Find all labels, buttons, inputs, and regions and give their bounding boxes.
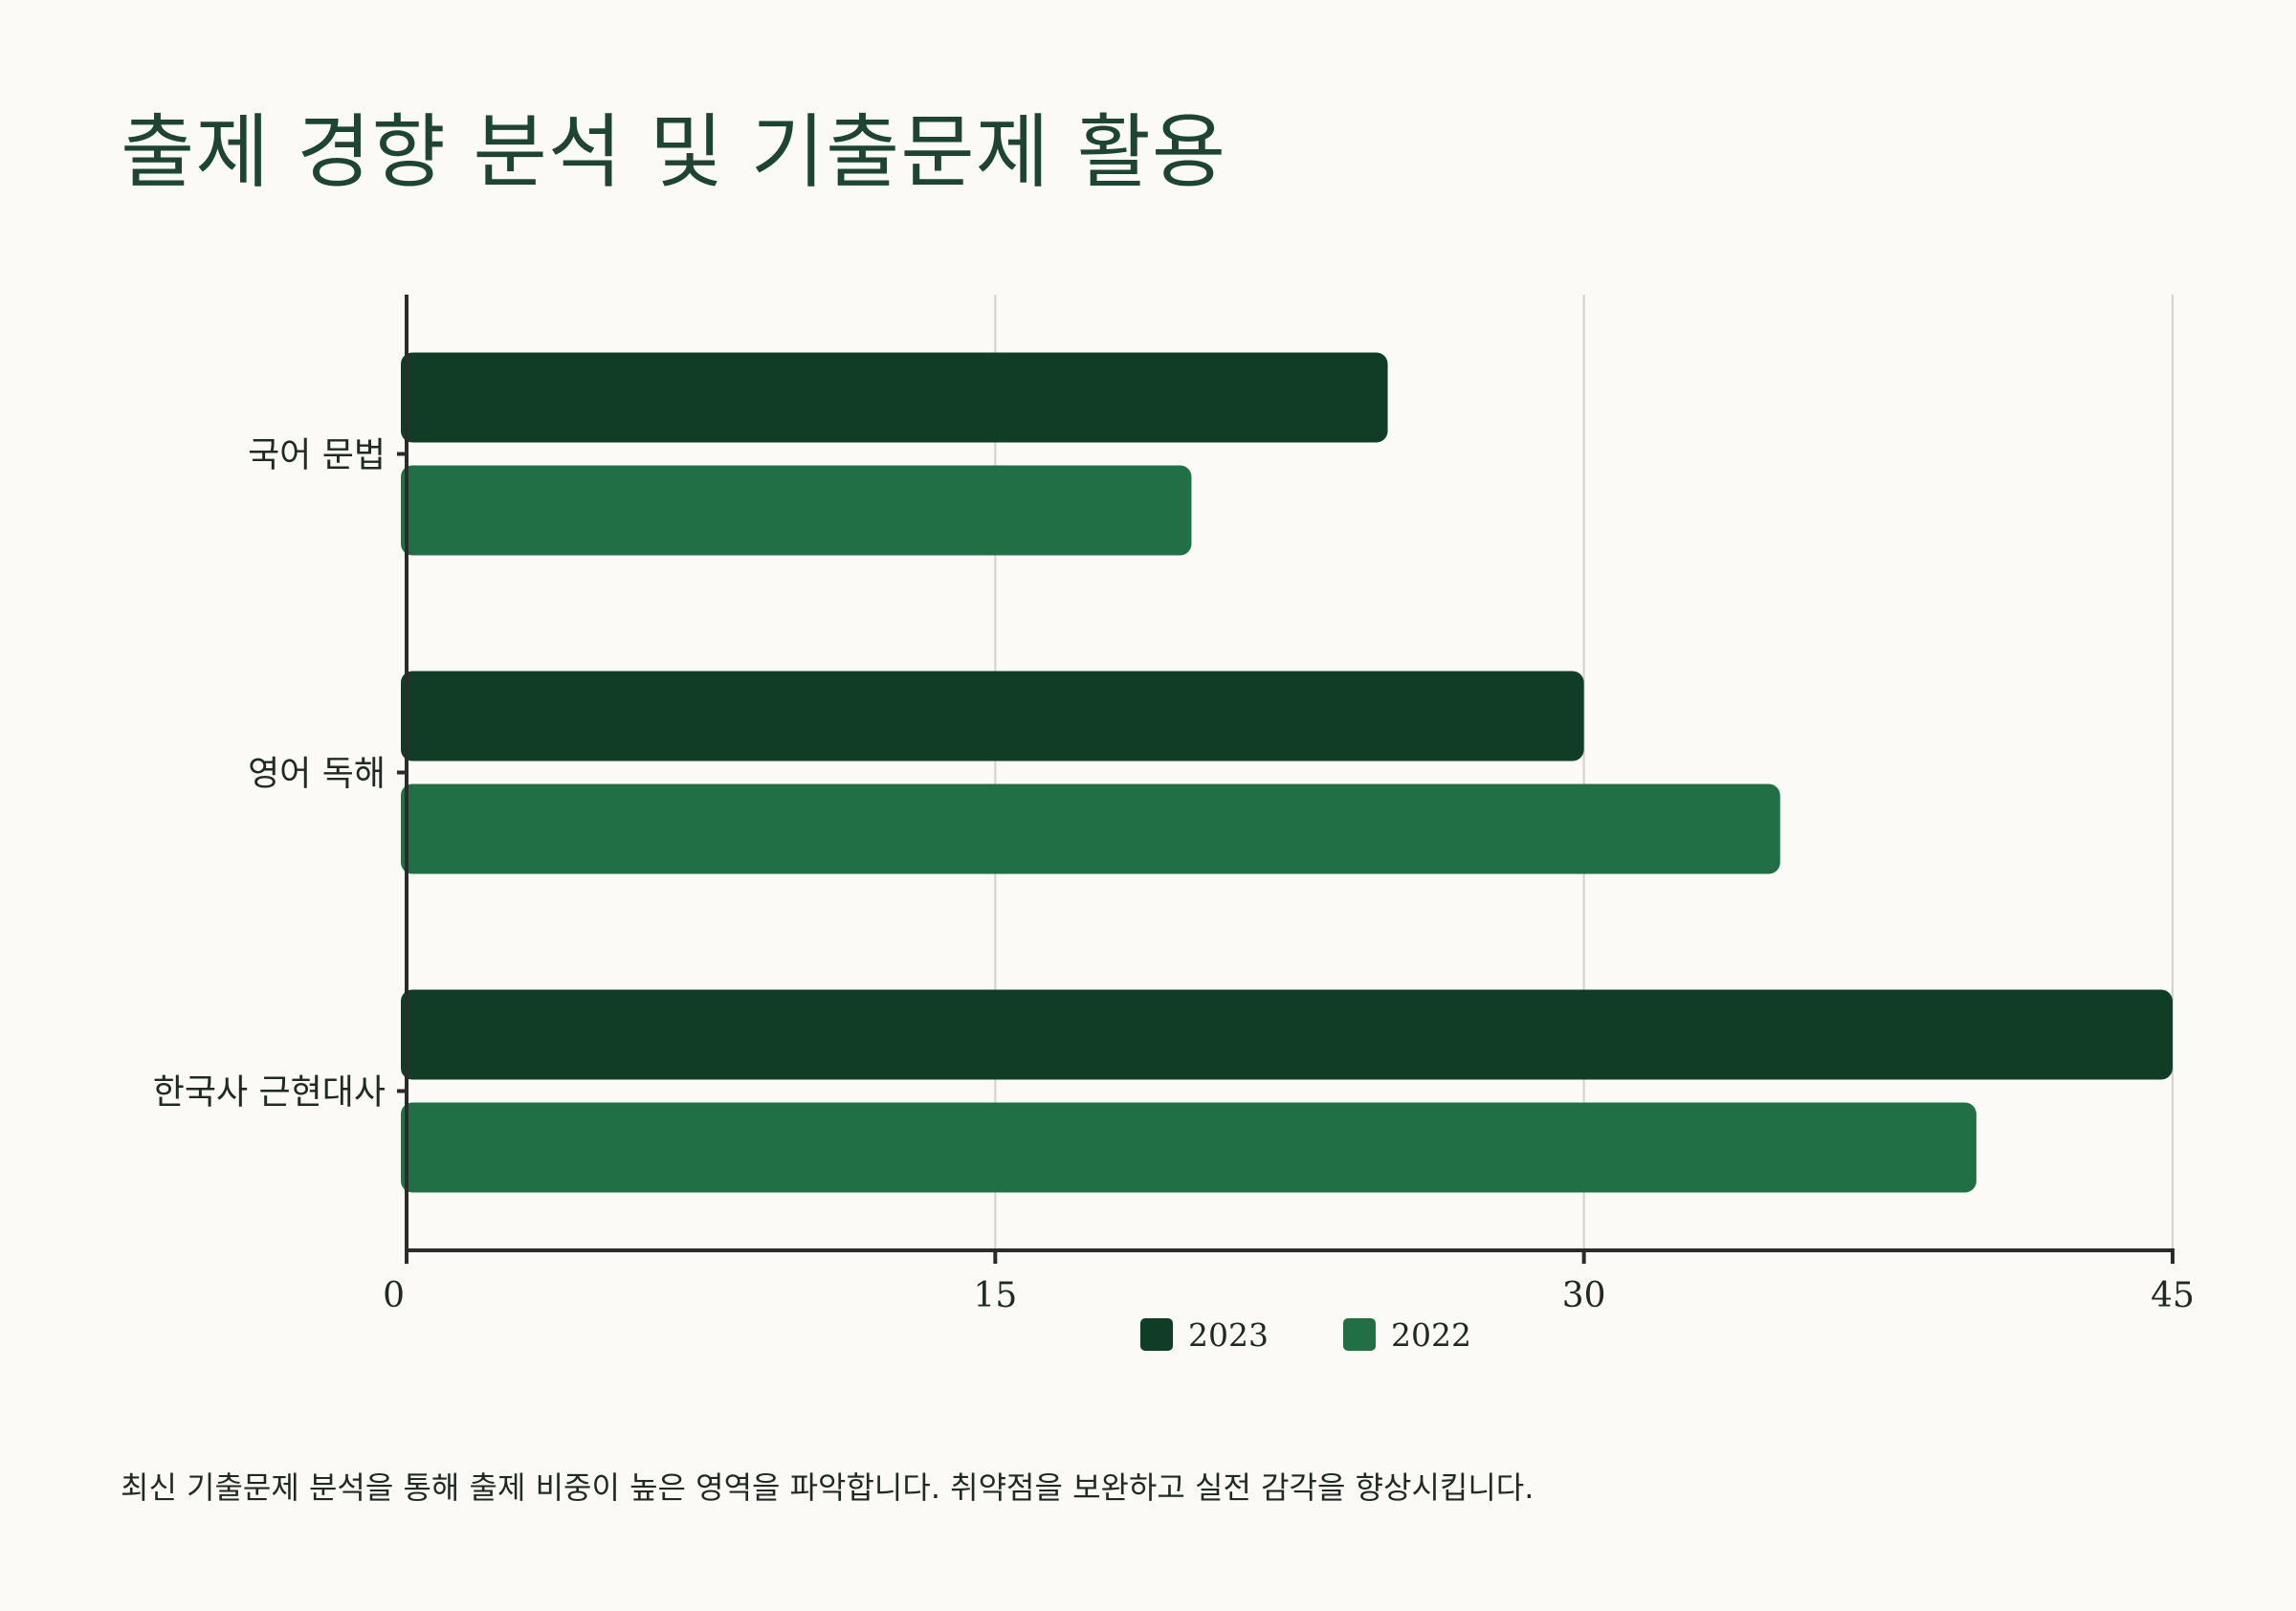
bar-2023-2	[401, 989, 2173, 1080]
page-title: 출제 경향 분석 및 기출문제 활용	[121, 105, 1227, 199]
x-tick-label-0: 0	[383, 1276, 405, 1315]
x-tick-label-2: 30	[1562, 1276, 1606, 1315]
category-label-0: 국어 문법	[248, 436, 386, 475]
legend-swatch-2022	[1343, 1318, 1376, 1351]
bar-2023-1	[401, 671, 1584, 761]
bar-2022-0	[401, 465, 1192, 556]
bars	[401, 352, 2173, 1193]
axes	[397, 295, 2175, 1264]
x-tick-label-1: 15	[973, 1276, 1017, 1315]
bar-2022-2	[401, 1102, 1976, 1193]
bar-2023-0	[401, 352, 1388, 443]
chart-caption: 최신 기출문제 분석을 통해 출제 비중이 높은 영역을 파악합니다. 취약점을…	[121, 1469, 1534, 1506]
legend: 2023 2022	[1140, 1316, 1471, 1354]
x-tick-label-3: 45	[2151, 1276, 2195, 1315]
category-label-1: 영어 독해	[248, 755, 386, 794]
grid-lines	[994, 295, 2174, 1250]
legend-swatch-2023	[1140, 1318, 1173, 1351]
category-label-2: 한국사 근현대사	[153, 1073, 386, 1113]
bar-2022-1	[401, 783, 1780, 874]
legend-label-2023: 2023	[1188, 1316, 1269, 1354]
legend-label-2022: 2022	[1391, 1316, 1471, 1354]
